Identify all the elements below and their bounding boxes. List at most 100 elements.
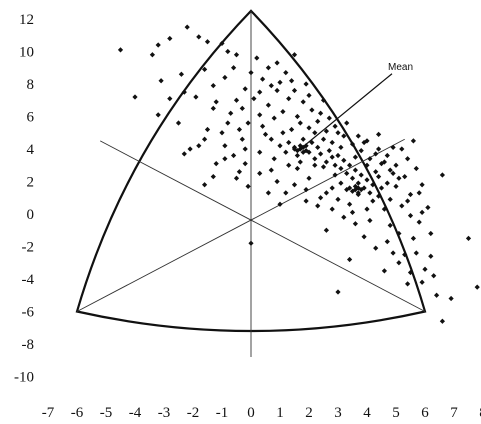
- data-point: [320, 97, 327, 103]
- data-point: [332, 172, 338, 178]
- data-point: [332, 162, 338, 168]
- data-point: [196, 143, 202, 149]
- data-point: [396, 230, 402, 237]
- data-point: [297, 159, 303, 165]
- data-point: [117, 47, 124, 53]
- data-point: [416, 219, 422, 225]
- data-point: [405, 281, 411, 287]
- data-point: [361, 234, 367, 240]
- data-point: [204, 39, 211, 45]
- data-point: [367, 217, 373, 224]
- x-tick-label: -1: [216, 405, 229, 421]
- data-point: [167, 35, 173, 42]
- data-point: [405, 198, 411, 204]
- data-point: [338, 165, 344, 172]
- data-point: [376, 174, 382, 180]
- data-point: [390, 170, 396, 176]
- data-point: [187, 146, 193, 152]
- data-point: [384, 239, 390, 245]
- data-point: [465, 235, 472, 241]
- data-point: [315, 118, 321, 124]
- data-point: [422, 266, 428, 272]
- data-point: [341, 214, 347, 220]
- data-point: [231, 152, 237, 159]
- data-point: [155, 112, 161, 118]
- data-point: [407, 191, 414, 198]
- data-point: [387, 222, 393, 228]
- data-point: [390, 144, 396, 150]
- data-point: [335, 152, 341, 159]
- data-point: [381, 206, 387, 212]
- x-tick-label: -7: [42, 405, 55, 421]
- mean-label: Mean: [388, 62, 413, 73]
- data-point: [283, 190, 289, 196]
- data-point: [387, 167, 393, 173]
- data-point: [309, 107, 315, 113]
- data-point: [434, 292, 440, 298]
- data-point: [332, 123, 338, 129]
- data-point: [257, 89, 263, 95]
- data-point: [323, 227, 329, 233]
- data-point: [428, 253, 434, 259]
- x-tick-label: 3: [334, 405, 342, 421]
- data-point: [410, 235, 416, 241]
- data-point: [306, 175, 312, 181]
- data-point: [318, 110, 324, 116]
- y-tick-label: 0: [27, 207, 35, 223]
- data-point: [312, 130, 318, 136]
- data-point: [204, 126, 211, 133]
- data-point: [358, 172, 364, 178]
- data-point: [303, 187, 309, 193]
- data-point: [219, 130, 225, 136]
- y-tick-label: 2: [27, 175, 35, 191]
- data-point: [222, 156, 228, 162]
- data-point: [300, 136, 306, 142]
- data-point: [280, 130, 286, 136]
- data-point: [329, 139, 335, 146]
- y-tick-label: -2: [22, 240, 35, 256]
- data-point: [396, 175, 402, 181]
- data-point: [271, 156, 277, 162]
- data-point: [338, 180, 344, 186]
- data-point: [428, 230, 434, 237]
- data-point: [329, 185, 335, 191]
- data-point: [349, 209, 356, 215]
- data-point: [193, 94, 199, 100]
- data-point: [245, 183, 251, 189]
- data-point: [376, 131, 382, 137]
- data-point: [280, 109, 286, 115]
- x-tick-label: -3: [158, 405, 171, 421]
- y-tick-label: 6: [27, 110, 35, 126]
- data-point: [349, 175, 356, 181]
- x-tick-label: -5: [100, 405, 113, 421]
- data-point: [335, 130, 341, 136]
- data-point: [225, 120, 231, 126]
- data-point: [242, 86, 248, 92]
- data-point: [474, 284, 480, 290]
- data-point: [439, 172, 445, 178]
- data-point: [239, 105, 245, 111]
- data-point: [303, 198, 309, 204]
- data-point: [364, 177, 370, 183]
- data-point: [370, 198, 376, 204]
- data-point: [352, 221, 358, 227]
- data-point: [181, 151, 187, 157]
- data-point: [268, 136, 274, 142]
- data-point: [268, 167, 274, 173]
- data-point: [393, 162, 399, 168]
- data-point: [289, 126, 295, 133]
- data-point: [326, 115, 332, 121]
- data-point: [355, 190, 361, 196]
- data-point: [231, 65, 237, 71]
- data-point: [347, 162, 353, 168]
- data-point: [239, 136, 245, 142]
- data-point: [352, 167, 358, 173]
- data-point: [294, 152, 300, 159]
- y-tick-label: 10: [19, 45, 34, 61]
- internal-axis-1: [76, 138, 405, 312]
- data-point: [277, 143, 283, 149]
- data-point: [344, 170, 350, 176]
- data-point: [355, 133, 361, 139]
- data-point: [338, 144, 344, 150]
